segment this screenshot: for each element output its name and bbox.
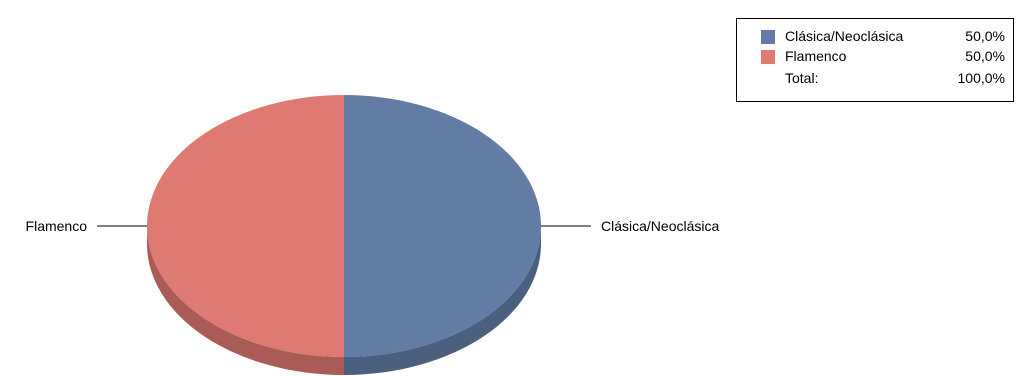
pie-slices <box>147 95 541 357</box>
legend-label-clasica: Clásica/Neoclásica <box>785 28 904 44</box>
legend-value-flamenco: 50,0% <box>965 48 1005 64</box>
legend-item-flamenco: Flamenco 50,0% <box>737 47 1013 67</box>
pie-slice-clasica-neoclasica <box>344 95 541 357</box>
pie-leaders: Clásica/Neoclásica Flamenco <box>26 218 720 234</box>
legend-value-clasica: 50,0% <box>965 28 1005 44</box>
legend: Clásica/Neoclásica 50,0% Flamenco 50,0% … <box>736 18 1014 102</box>
pie-side-flamenco <box>147 226 344 375</box>
legend-total-row: Total: 100,0% <box>737 69 1013 89</box>
legend-swatch-clasica <box>761 30 775 44</box>
slice-label-clasica-neoclasica: Clásica/Neoclásica <box>601 218 719 234</box>
slice-label-flamenco: Flamenco <box>26 218 88 234</box>
legend-total-value: 100,0% <box>957 70 1005 86</box>
legend-total-label: Total: <box>785 70 819 86</box>
pie-side-clasica-neoclasica <box>344 226 541 375</box>
legend-item-clasica: Clásica/Neoclásica 50,0% <box>737 27 1013 47</box>
pie-sides <box>147 226 541 375</box>
legend-label-flamenco: Flamenco <box>785 48 847 64</box>
pie-slice-flamenco <box>147 95 344 357</box>
legend-swatch-flamenco <box>761 50 775 64</box>
